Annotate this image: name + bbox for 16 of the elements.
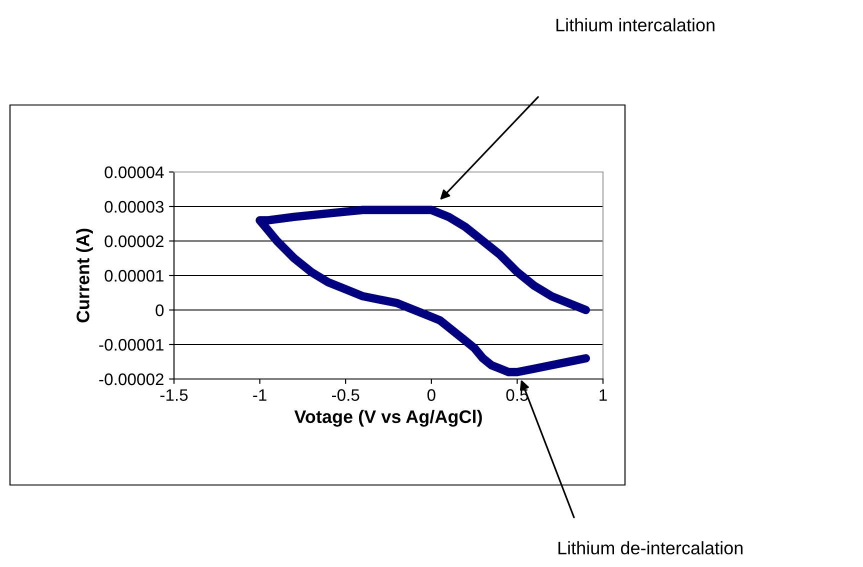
y-tick-label: -0.00002: [99, 373, 164, 386]
x-tick-label: -1.5: [160, 389, 188, 401]
y-tick-label: 0: [156, 304, 164, 316]
x-tick-label: 0: [427, 389, 436, 401]
x-axis-title: Votage (V vs Ag/AgCl): [294, 410, 482, 427]
y-tick-label: 0.00001: [104, 270, 164, 282]
text: Lithium de-intercalation: [558, 541, 742, 554]
y-axis-title: Current (A): [76, 228, 93, 322]
y-tick-label: 0.00004: [104, 166, 164, 178]
text: Lithium intercalation: [556, 18, 714, 32]
x-tick-label: -0.5: [332, 389, 360, 401]
y-tick-label: 0.00002: [104, 235, 164, 248]
x-tick-label: -1: [253, 389, 266, 401]
x-tick-label: 1: [600, 389, 607, 401]
y-tick-label: 0.00003: [104, 200, 164, 213]
y-tick-label: -0.00001: [99, 338, 164, 351]
